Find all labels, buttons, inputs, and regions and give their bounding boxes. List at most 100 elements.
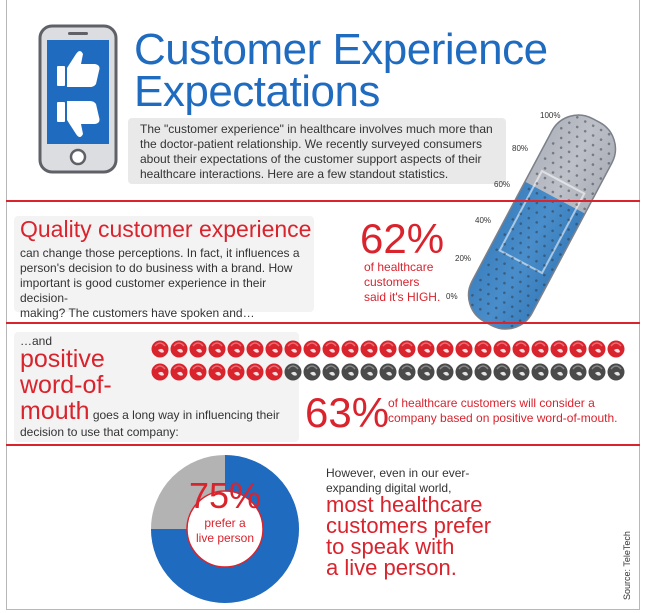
word-of-mouth-text-2: decision to use that company: xyxy=(20,425,179,439)
mouth-icon xyxy=(588,340,606,358)
mouth-icon xyxy=(208,363,226,381)
mouth-icon xyxy=(436,363,454,381)
live-person-heading-1: most healthcare xyxy=(326,492,483,517)
mouth-icon xyxy=(379,363,397,381)
digital-world-line-1: However, even in our ever- xyxy=(326,466,470,480)
mouth-icon xyxy=(189,340,207,358)
donut-fill xyxy=(151,455,299,603)
mouth-icon xyxy=(455,340,473,358)
mouth-icon xyxy=(322,363,340,381)
mouth-icon xyxy=(151,340,169,358)
word-of-mouth-heading-3: mouth xyxy=(20,397,90,425)
word-of-mouth-caption-1: of healthcare customers will consider a xyxy=(388,396,595,410)
quality-line-3: important is good customer experience in… xyxy=(20,276,267,305)
gauge-tick-40: 40% xyxy=(475,216,492,225)
quality-stat-caption: of healthcare customers said it's HIGH. xyxy=(364,260,440,305)
section-divider-3 xyxy=(6,444,640,446)
mouth-icon xyxy=(474,363,492,381)
intro-line-3: about their expectations of the customer… xyxy=(140,152,482,166)
mouth-icon xyxy=(208,340,226,358)
intro-line-4: healthcare interactions. Here are a few … xyxy=(140,167,449,181)
gauge-tick-20: 20% xyxy=(455,254,472,263)
live-person-heading-3: to speak with xyxy=(326,534,455,559)
mouth-icon xyxy=(227,340,245,358)
mouth-icon xyxy=(189,363,207,381)
live-person-heading-4: a live person. xyxy=(326,555,457,580)
mouth-icon xyxy=(493,340,511,358)
bandage-pad xyxy=(498,169,586,275)
mouth-icon xyxy=(360,363,378,381)
word-of-mouth-text-1: goes a long way in influencing their xyxy=(89,408,280,422)
live-person-heading-2: customers prefer xyxy=(326,513,492,538)
mouth-icon xyxy=(550,363,568,381)
intro-shade xyxy=(128,118,506,184)
quality-caption-3: said it's HIGH. xyxy=(364,290,441,304)
mouth-icon xyxy=(588,363,606,381)
mouth-icon xyxy=(246,363,264,381)
quality-paragraph: can change those perceptions. In fact, i… xyxy=(20,246,312,321)
mouth-icon xyxy=(417,363,435,381)
mouth-icon xyxy=(170,340,188,358)
mouth-icon xyxy=(303,340,321,358)
gauge-tick-0: 0% xyxy=(446,292,458,301)
mouth-icon xyxy=(531,363,549,381)
section-divider-2 xyxy=(6,322,640,324)
mouth-icon xyxy=(341,340,359,358)
mouth-icon xyxy=(170,363,188,381)
mouth-icon xyxy=(379,340,397,358)
mouth-icon xyxy=(303,363,321,381)
live-person-donut xyxy=(151,455,299,603)
live-person-heading: most healthcare customers prefer to spea… xyxy=(326,492,492,580)
quality-line-1: can change those perceptions. In fact, i… xyxy=(20,246,300,260)
mouth-icon xyxy=(607,340,625,358)
digital-world-text: However, even in our ever- expanding dig… xyxy=(326,466,469,496)
source-credit: Source: TeleTech xyxy=(622,531,632,600)
mouth-icon xyxy=(341,363,359,381)
mouth-icon xyxy=(569,340,587,358)
intro-line-2: the doctor-patient relationship. We rece… xyxy=(140,137,482,151)
mouth-icon xyxy=(474,340,492,358)
mouth-icon xyxy=(512,340,530,358)
page-title-line2: Expectations xyxy=(134,67,380,116)
mouth-icon xyxy=(360,340,378,358)
quality-line-2: person's decision to do business with a … xyxy=(20,261,293,275)
word-of-mouth-caption: of healthcare customers will consider a … xyxy=(388,396,617,426)
word-of-mouth-line: mouth goes a long way in influencing the… xyxy=(20,398,280,424)
mouth-icon xyxy=(284,340,302,358)
word-of-mouth-caption-2: company based on positive word-of-mouth. xyxy=(388,411,618,425)
mouth-icon xyxy=(455,363,473,381)
section1-shade xyxy=(14,216,314,312)
gauge-tick-60: 60% xyxy=(494,180,511,189)
quality-heading: Quality customer experience xyxy=(20,216,312,242)
mouth-icon xyxy=(398,363,416,381)
word-of-mouth-stat: 63% xyxy=(305,389,390,436)
quality-stat: 62% xyxy=(360,215,445,262)
quality-line-4: making? The customers have spoken and… xyxy=(20,306,255,320)
mouth-icon xyxy=(265,340,283,358)
mouth-icon xyxy=(531,340,549,358)
intro-line-1: The "customer experience" in healthcare … xyxy=(140,122,493,136)
gauge-tick-80: 80% xyxy=(512,144,529,153)
quality-caption-1: of healthcare xyxy=(364,260,434,274)
donut-caption-2: live person xyxy=(195,531,255,545)
mouth-icon xyxy=(284,363,302,381)
word-of-mouth-pre: …and xyxy=(20,334,53,348)
mouth-icon xyxy=(436,340,454,358)
donut-stat: 75% xyxy=(188,475,262,516)
mouth-icon xyxy=(493,363,511,381)
smartphone-thumbs-icon xyxy=(38,24,118,174)
donut-caption-1: prefer a xyxy=(204,516,246,530)
word-of-mouth-heading-2: word-of- xyxy=(20,371,112,399)
intro-paragraph: The "customer experience" in healthcare … xyxy=(140,122,500,182)
bandage-gauge xyxy=(457,104,627,335)
word-of-mouth-heading-1: positive xyxy=(20,345,105,373)
page-title-line1: Customer Experience xyxy=(134,25,548,74)
mouth-icon xyxy=(398,340,416,358)
mouth-icon xyxy=(569,363,587,381)
quality-caption-2: customers xyxy=(364,275,420,289)
mouth-icon xyxy=(246,340,264,358)
mouth-icon-grid xyxy=(151,340,625,381)
mouth-icon xyxy=(417,340,435,358)
mouth-icon xyxy=(512,363,530,381)
